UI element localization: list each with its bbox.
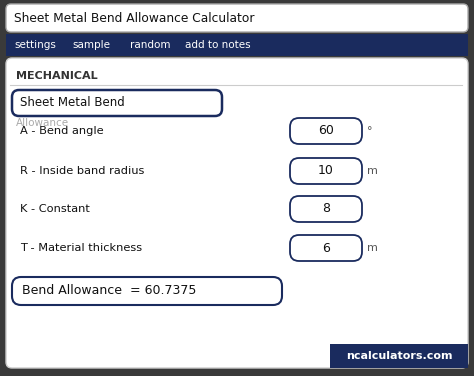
- FancyBboxPatch shape: [290, 158, 362, 184]
- Text: Bend Allowance  = 60.7375: Bend Allowance = 60.7375: [22, 285, 196, 297]
- Text: K - Constant: K - Constant: [20, 204, 90, 214]
- FancyBboxPatch shape: [6, 58, 468, 368]
- Text: 6: 6: [322, 241, 330, 255]
- FancyBboxPatch shape: [330, 344, 468, 368]
- Text: settings: settings: [14, 40, 56, 50]
- Text: R - Inside band radius: R - Inside band radius: [20, 166, 145, 176]
- FancyBboxPatch shape: [12, 277, 282, 305]
- Text: 8: 8: [322, 203, 330, 215]
- FancyBboxPatch shape: [290, 235, 362, 261]
- Text: ncalculators.com: ncalculators.com: [346, 351, 452, 361]
- FancyBboxPatch shape: [6, 4, 468, 32]
- Text: 60: 60: [318, 124, 334, 138]
- Text: m: m: [367, 243, 378, 253]
- Text: m: m: [367, 166, 378, 176]
- Text: °: °: [367, 126, 373, 136]
- FancyBboxPatch shape: [290, 118, 362, 144]
- Text: 10: 10: [318, 165, 334, 177]
- Text: sample: sample: [72, 40, 110, 50]
- Text: T - Material thickness: T - Material thickness: [20, 243, 142, 253]
- Text: Sheet Metal Bend: Sheet Metal Bend: [20, 97, 125, 109]
- Text: Allowance: Allowance: [16, 118, 69, 128]
- FancyBboxPatch shape: [6, 34, 468, 56]
- Text: add to notes: add to notes: [185, 40, 251, 50]
- Text: A - Bend angle: A - Bend angle: [20, 126, 104, 136]
- FancyBboxPatch shape: [12, 90, 222, 116]
- Text: random: random: [130, 40, 171, 50]
- Text: Sheet Metal Bend Allowance Calculator: Sheet Metal Bend Allowance Calculator: [14, 12, 255, 24]
- FancyBboxPatch shape: [290, 196, 362, 222]
- Text: MECHANICAL: MECHANICAL: [16, 71, 98, 81]
